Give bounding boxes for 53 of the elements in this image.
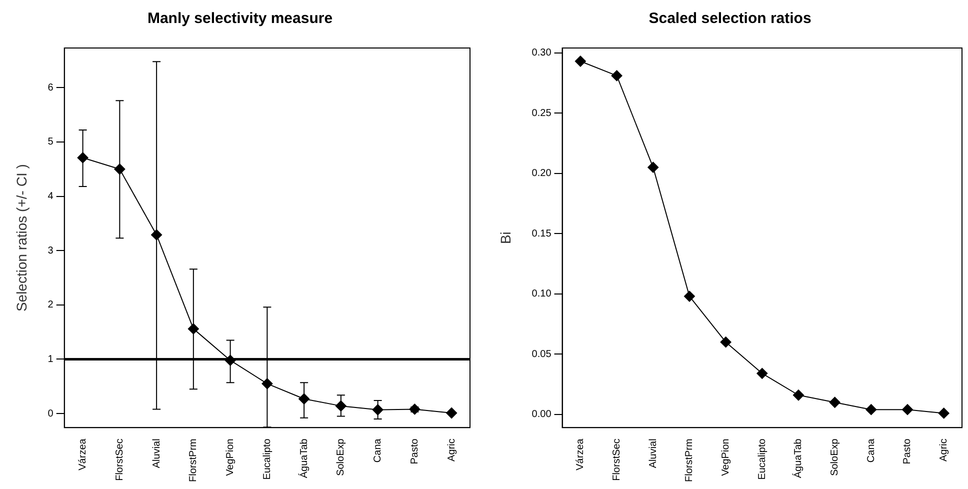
x-tick-label: FlorstSec (612, 438, 623, 481)
y-tick-label: 0.00 (532, 409, 552, 420)
x-tick-label: ÁguaTab (298, 438, 310, 478)
chart-title: Manly selectivity measure (147, 10, 333, 28)
x-tick-label: Pasto (902, 438, 914, 464)
point (792, 390, 804, 401)
point (648, 162, 659, 173)
x-tick-label: Aluvial (151, 438, 162, 468)
y-tick-label: 2 (48, 300, 54, 311)
x-tick-label: Eucalipto (756, 438, 768, 480)
y-tick-label: 0 (48, 408, 54, 420)
x-tick-label: VegPion (225, 438, 236, 476)
y-tick-label: 3 (48, 245, 54, 256)
y-tick-label: 1 (48, 354, 54, 365)
y-axis-title: Selection ratios (+/- CI ) (13, 164, 30, 312)
x-tick-label: Várzea (78, 438, 89, 470)
x-tick-label: Pasto (409, 438, 420, 464)
y-tick-label: 0.20 (532, 168, 552, 180)
y-tick-label: 6 (48, 82, 54, 94)
y-tick-label: 0.25 (532, 108, 552, 119)
x-tick-label: ÁguaTab (792, 438, 804, 478)
x-tick-label: VegPion (720, 438, 732, 476)
point (902, 404, 913, 416)
x-tick-label: Agric (446, 438, 458, 462)
x-tick-label: SoloExp (830, 438, 841, 476)
x-tick-label: Agric (938, 438, 950, 462)
point (720, 336, 732, 348)
point (684, 290, 695, 302)
chart-title: Scaled selection ratios (648, 10, 812, 28)
y-axis-title: Bi (497, 232, 514, 244)
x-tick-label: Aluvial (648, 438, 659, 468)
x-tick-label: Cana (372, 438, 384, 463)
point (446, 408, 458, 419)
y-tick-label: 0.30 (532, 48, 552, 59)
x-tick-label: Eucalipto (262, 438, 273, 480)
point (866, 404, 877, 416)
y-tick-label: 4 (48, 191, 54, 202)
point (938, 408, 950, 419)
x-tick-label: Cana (866, 438, 877, 463)
point (409, 404, 420, 415)
x-tick-label: FlorstPrm (188, 438, 200, 482)
x-tick-label: FlorstPrm (684, 438, 696, 482)
y-tick-label: 0.10 (532, 288, 552, 300)
point (574, 56, 586, 67)
y-tick-label: 0.15 (532, 228, 552, 240)
x-tick-label: Várzea (575, 438, 586, 470)
y-tick-label: 5 (48, 136, 54, 148)
y-tick-label: 0.05 (532, 348, 552, 360)
point (756, 368, 768, 379)
point (829, 396, 840, 408)
x-tick-label: FlorstSec (114, 438, 126, 481)
point (611, 70, 622, 82)
x-tick-label: SoloExp (336, 438, 347, 476)
